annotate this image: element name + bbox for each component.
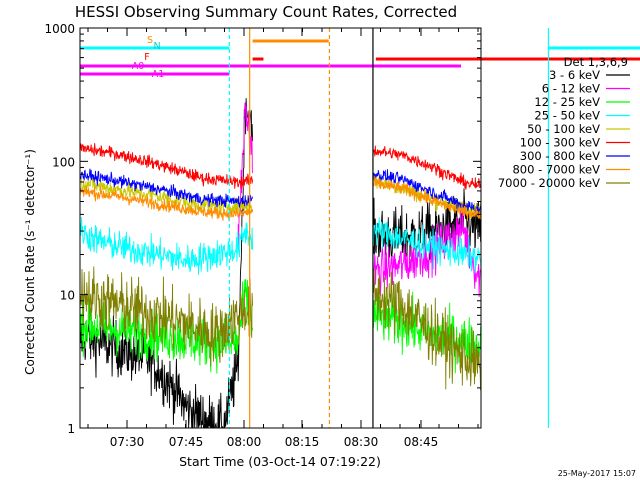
legend-label-1: 6 - 12 keV	[542, 82, 600, 96]
flag-label-a1: A1	[152, 69, 165, 80]
x-tick-label-2: 08:00	[227, 435, 262, 449]
legend-title: Det 1,3,6,9	[564, 55, 628, 69]
legend-label-0: 3 - 6 keV	[549, 68, 600, 82]
flag-label-f: F	[144, 52, 149, 63]
series-5-line	[80, 143, 481, 190]
chart-title: HESSI Observing Summary Count Rates, Cor…	[75, 3, 457, 21]
flag-label-s: S	[147, 35, 153, 46]
x-tick-label-4: 08:30	[344, 435, 379, 449]
footer-timestamp: 25-May-2017 15:07	[558, 469, 636, 478]
series-8-line	[80, 266, 481, 391]
y-tick-label-0: 1	[67, 422, 75, 436]
legend-label-5: 100 - 300 keV	[520, 136, 600, 150]
series-3-line	[80, 217, 481, 276]
flag-label-n: N	[153, 41, 160, 52]
y-tick-label-3: 1000	[44, 22, 75, 36]
y-tick-label-1: 10	[60, 289, 75, 303]
series-7-line	[80, 176, 481, 222]
x-tick-label-0: 07:30	[110, 435, 145, 449]
plot-frame	[79, 27, 482, 429]
y-axis-label: Corrected Count Rate (s⁻¹ detector⁻¹)	[23, 149, 37, 375]
legend-label-8: 7000 - 20000 keV	[498, 176, 600, 190]
series-0-line	[80, 98, 481, 428]
legend-label-7: 800 - 7000 keV	[512, 163, 600, 177]
legend-label-2: 12 - 25 keV	[534, 95, 600, 109]
vline-layer	[228, 28, 550, 428]
x-tick-label-3: 08:15	[285, 435, 320, 449]
ticks-layer: 07:30 07:45 08:00 08:15 08:30 08:45 1 10 100 1000	[44, 22, 481, 449]
legend-label-4: 50 - 100 keV	[527, 122, 600, 136]
series-6-line	[80, 168, 481, 214]
legend-label-6: 300 - 800 keV	[520, 149, 600, 163]
legend-label-3: 25 - 50 keV	[534, 109, 600, 123]
y-tick-label-2: 100	[52, 155, 75, 169]
x-tick-label-5: 08:45	[404, 435, 439, 449]
x-axis-label: Start Time (03-Oct-14 07:19:22)	[179, 454, 381, 469]
flag-label-a0: A0	[132, 61, 145, 72]
x-tick-label-1: 07:45	[169, 435, 204, 449]
